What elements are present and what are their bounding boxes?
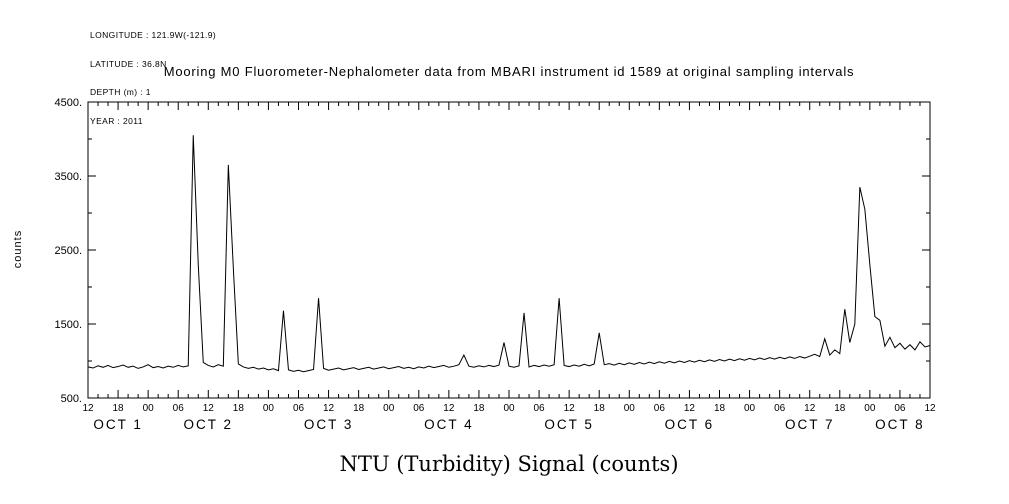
x-tick-label: 06 xyxy=(894,403,906,414)
x-day-label: OCT 3 xyxy=(304,417,354,432)
y-tick-label: 1500. xyxy=(54,319,82,331)
x-day-label: OCT 1 xyxy=(93,417,143,432)
x-day-label: OCT 5 xyxy=(544,417,594,432)
x-tick-label: 12 xyxy=(684,403,696,414)
x-tick-label: 00 xyxy=(143,403,155,414)
x-day-label: OCT 2 xyxy=(184,417,234,432)
x-day-label: OCT 8 xyxy=(875,417,925,432)
meta-latitude: LATITUDE : 36.8N xyxy=(90,58,167,69)
x-tick-label: 00 xyxy=(744,403,756,414)
x-tick-label: 00 xyxy=(624,403,636,414)
x-tick-label: 12 xyxy=(82,403,94,414)
x-tick-label: 00 xyxy=(503,403,515,414)
x-tick-label: 12 xyxy=(804,403,816,414)
x-tick-label: 18 xyxy=(233,403,245,414)
x-tick-label: 12 xyxy=(443,403,455,414)
x-tick-label: 18 xyxy=(113,403,125,414)
ntu-series-line xyxy=(87,135,931,373)
x-tick-label: 06 xyxy=(774,403,786,414)
x-axis-title: NTU (Turbidity) Signal (counts) xyxy=(339,452,679,476)
x-tick-label: 18 xyxy=(353,403,365,414)
x-tick-label: 12 xyxy=(564,403,576,414)
y-tick-label: 500. xyxy=(61,393,82,405)
meta-depth: DEPTH (m) : 1 xyxy=(90,87,151,97)
x-tick-label: 18 xyxy=(594,403,606,414)
y-tick-label: 4500. xyxy=(54,97,82,109)
x-tick-label: 12 xyxy=(924,403,936,414)
x-tick-label: 00 xyxy=(864,403,876,414)
x-day-label: OCT 6 xyxy=(665,417,715,432)
y-tick-label: 2500. xyxy=(54,245,82,257)
x-tick-label: 06 xyxy=(534,403,546,414)
x-tick-label: 06 xyxy=(654,403,666,414)
x-day-label: OCT 4 xyxy=(424,417,474,432)
plot-border xyxy=(87,101,931,399)
x-day-label: OCT 7 xyxy=(785,417,835,432)
chart-title: Mooring M0 Fluorometer-Nephalometer data… xyxy=(163,64,855,79)
meta-longitude: LONGITUDE : 121.9W(-121.9) xyxy=(90,30,217,40)
y-tick-label: 3500. xyxy=(54,171,82,183)
x-tick-label: 06 xyxy=(293,403,305,414)
meta-year: YEAR : 2011 xyxy=(90,115,143,126)
x-tick-label: 18 xyxy=(834,403,846,414)
x-tick-label: 06 xyxy=(173,403,185,414)
x-tick-label: 18 xyxy=(473,403,485,414)
x-tick-label: 12 xyxy=(203,403,215,414)
x-tick-label: 00 xyxy=(263,403,275,414)
x-tick-label: 00 xyxy=(383,403,395,414)
header-metadata: LONGITUDE : 121.9W(-121.9) LATITUDE : 36… xyxy=(90,12,216,145)
x-tick-label: 12 xyxy=(323,403,335,414)
x-tick-label: 18 xyxy=(714,403,726,414)
x-tick-label: 06 xyxy=(413,403,425,414)
